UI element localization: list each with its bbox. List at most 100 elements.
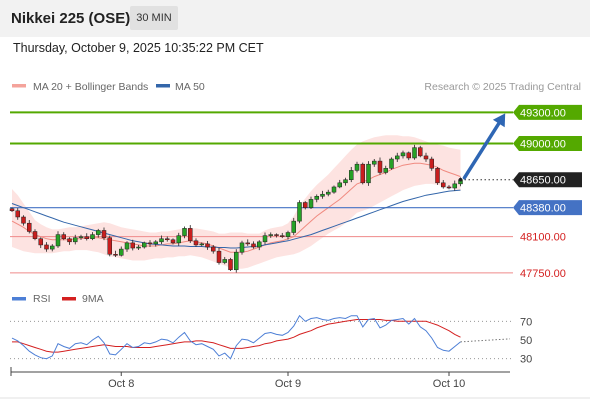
candle [90, 232, 95, 241]
candle [84, 233, 89, 241]
candle [452, 180, 457, 191]
candle [395, 152, 400, 163]
chart-datetime: Thursday, October 9, 2025 10:35:22 PM CE… [13, 41, 264, 55]
candle [73, 234, 78, 245]
candle-body [96, 230, 101, 235]
candle-body [435, 168, 440, 184]
candle-body [159, 238, 164, 243]
candle [96, 228, 101, 238]
candle-body [257, 241, 262, 248]
candle [343, 177, 348, 186]
candle-body [55, 234, 61, 247]
rsi-line [11, 314, 461, 360]
candle [234, 249, 239, 273]
candle-body [15, 210, 20, 218]
candle [55, 231, 61, 248]
candle-body [406, 152, 411, 159]
candle-body [147, 242, 153, 245]
candle-body [366, 163, 371, 184]
level-48100-label: 48100.00 [520, 232, 566, 244]
candle [15, 208, 20, 220]
candle-body [124, 242, 130, 250]
candle-body [326, 191, 331, 195]
candle-body [320, 193, 325, 197]
candle [113, 250, 118, 257]
candle-body [107, 237, 112, 255]
candle [245, 239, 250, 246]
candle-body [73, 237, 78, 243]
candle [418, 145, 423, 158]
candle [251, 241, 256, 249]
candle-body [61, 234, 66, 239]
candle [429, 156, 434, 171]
candle [188, 225, 193, 243]
candle-body [291, 220, 296, 233]
candle-body [395, 155, 400, 160]
legend: MA 20 + Bollinger Bands MA 50 Research ©… [12, 81, 581, 305]
candle-body [38, 238, 43, 246]
time-axis-label: Oct 9 [275, 378, 301, 390]
candle-body [383, 168, 388, 173]
candle [32, 229, 38, 241]
candle-body [78, 236, 84, 238]
candle-body [343, 179, 348, 184]
candle-body [400, 152, 406, 157]
candle [9, 207, 15, 213]
candle-body [441, 182, 446, 188]
candle [337, 179, 342, 189]
candle [435, 166, 440, 185]
forecast-arrow-shaft [462, 116, 504, 180]
rsi-9ma-line [12, 319, 461, 353]
candle-body [170, 239, 176, 244]
candle-body [337, 182, 342, 188]
candle-body [67, 238, 72, 243]
candle-body [32, 231, 38, 239]
candle-body [429, 158, 434, 169]
level-labels: 49300.00 49000.00 48650.00 48380.00 48100.00… [513, 104, 582, 280]
candle [285, 230, 291, 240]
credit-text: Research © 2025 Trading Central [424, 81, 581, 93]
level-49300-label: 49300.00 [520, 107, 566, 119]
timeframe-badge[interactable]: 30 MIN [130, 6, 178, 30]
forecast-arrow [462, 113, 506, 180]
candle-body [251, 243, 256, 248]
candle [159, 235, 164, 245]
candle [326, 189, 331, 197]
candle [78, 234, 84, 240]
candle-body [153, 241, 158, 245]
candle [107, 235, 112, 257]
candle [274, 233, 279, 238]
candle-body [314, 196, 319, 200]
candle [320, 190, 325, 199]
candle-body [349, 170, 354, 180]
candle [182, 226, 187, 239]
candle-body [389, 158, 394, 169]
candle [268, 232, 273, 238]
candle-body [21, 216, 26, 224]
candle [119, 246, 124, 257]
candle [216, 247, 222, 265]
candle-body [193, 240, 199, 246]
bollinger-bands [11, 135, 461, 269]
price-levels [10, 111, 513, 274]
rsi-legend-swatch [12, 297, 26, 301]
candle-body [331, 186, 337, 193]
candle-body [84, 236, 89, 239]
moving-averages [11, 189, 461, 249]
candle [360, 162, 365, 185]
bb-legend-swatch [12, 84, 26, 88]
candle [400, 150, 406, 159]
candle [446, 185, 452, 190]
candle-body [222, 259, 227, 263]
candle-body [216, 250, 222, 263]
candle-body [142, 242, 147, 248]
rsi-projection [460, 338, 511, 343]
rsi-tick-label: 50 [520, 335, 532, 347]
instrument-title: Nikkei 225 (OSE) [11, 10, 131, 27]
candle [239, 240, 245, 255]
level-47750-label: 47750.00 [520, 268, 566, 280]
candle-body [412, 147, 417, 159]
candle [372, 159, 377, 167]
candle [308, 196, 314, 210]
candle [257, 240, 262, 251]
